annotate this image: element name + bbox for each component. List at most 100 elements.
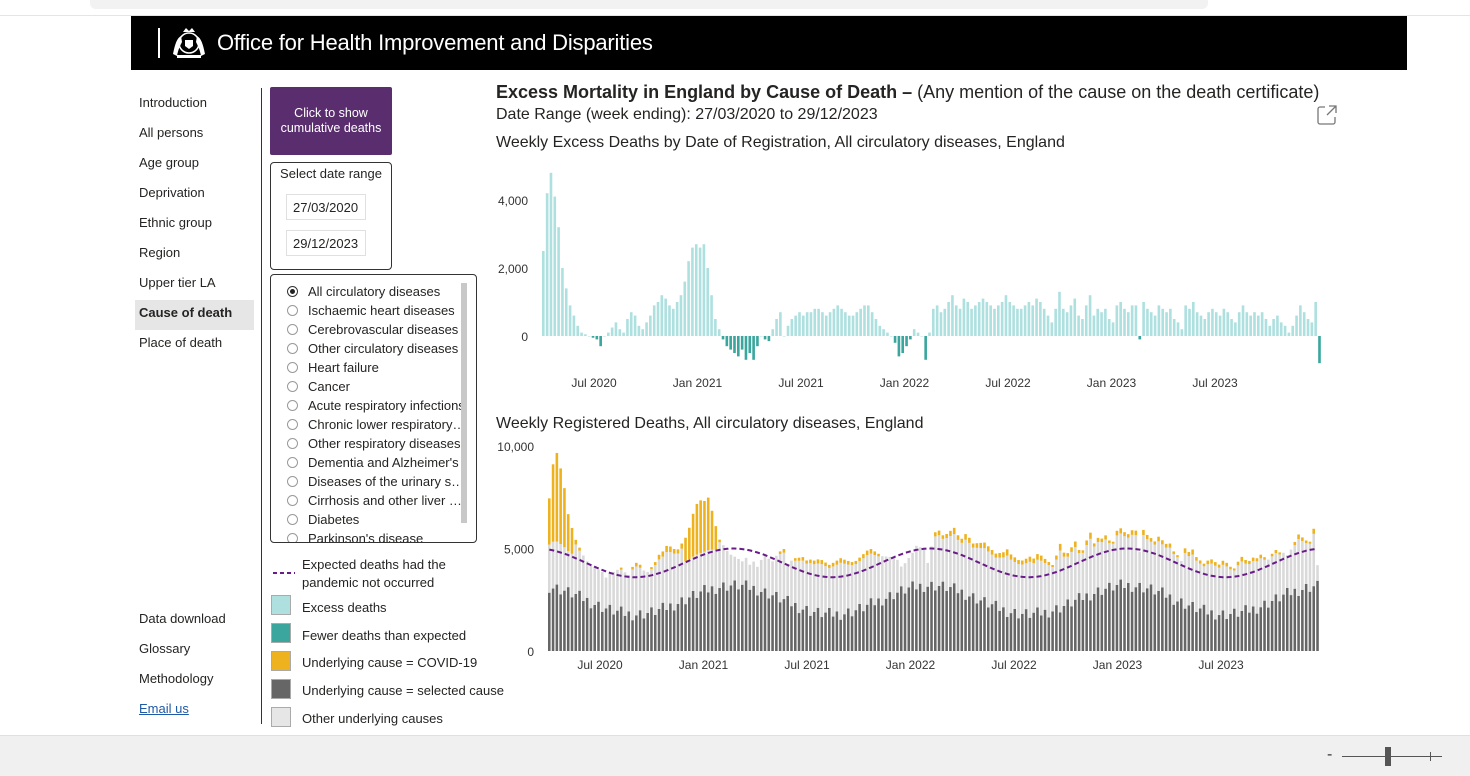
other-causes-bar <box>956 539 960 594</box>
selected-cause-bar <box>960 589 964 651</box>
selected-cause-bar <box>1214 619 1217 651</box>
selected-cause-bar <box>1017 618 1020 651</box>
date-end-input[interactable]: 29/12/2023 <box>286 230 366 256</box>
covid-bar <box>1161 540 1164 545</box>
selected-cause-bar <box>642 618 646 651</box>
excess-bar <box>893 336 897 343</box>
other-causes-bar <box>1005 555 1009 617</box>
cause-option[interactable]: Diseases of the urinary system <box>287 472 467 491</box>
nav-item-region[interactable]: Region <box>139 245 181 260</box>
covid-bar <box>578 547 581 551</box>
excess-bar <box>794 315 797 336</box>
cumulative-deaths-button[interactable]: Click to show cumulative deaths <box>270 87 392 155</box>
covid-bar <box>1297 534 1300 540</box>
other-causes-bar <box>1153 544 1157 595</box>
covid-bar <box>820 560 824 565</box>
covid-bar <box>1259 554 1263 559</box>
other-causes-bar <box>680 548 684 598</box>
x-tick-label: Jan 2021 <box>679 658 729 672</box>
cause-option[interactable]: Heart failure <box>287 358 467 377</box>
selected-cause-bar <box>899 586 903 651</box>
nav-item-deprivation[interactable]: Deprivation <box>139 185 205 200</box>
other-causes-bar <box>816 563 820 608</box>
other-causes-bar <box>771 561 774 596</box>
excess-bar <box>691 247 694 336</box>
nav-item-glossary[interactable]: Glossary <box>139 641 191 656</box>
covid-bar <box>669 546 672 553</box>
y-tick-label: 5,000 <box>504 543 534 557</box>
nav-item-place-of-death[interactable]: Place of death <box>139 335 223 350</box>
cause-option[interactable]: Diabetes <box>287 510 467 529</box>
y-tick-label: 0 <box>521 330 528 344</box>
cause-option[interactable]: Dementia and Alzheimer's <box>287 453 467 472</box>
selected-cause-bar <box>850 616 854 651</box>
selected-cause-bar <box>1032 612 1035 651</box>
other-causes-bar <box>612 571 615 615</box>
excess-bar <box>652 305 656 336</box>
zoom-slider-thumb[interactable] <box>1385 747 1391 766</box>
popout-icon[interactable] <box>1316 104 1338 126</box>
other-causes-bar <box>922 548 926 592</box>
zoom-slider-track[interactable] <box>1342 756 1442 757</box>
other-causes-bar <box>729 554 733 586</box>
other-causes-bar <box>828 567 831 608</box>
date-start-input[interactable]: 27/03/2020 <box>286 194 366 220</box>
cause-option[interactable]: Cancer <box>287 377 467 396</box>
cause-option[interactable]: Other respiratory diseases <box>287 434 467 453</box>
cause-option[interactable]: Other circulatory diseases <box>287 339 467 358</box>
excess-bar <box>771 329 775 336</box>
other-causes-bar <box>1115 535 1119 585</box>
cause-option[interactable]: Parkinson's disease <box>287 529 467 542</box>
nav-item-age-group[interactable]: Age group <box>139 155 199 170</box>
nav-item-introduction[interactable]: Introduction <box>139 95 207 110</box>
covid-bar <box>1244 560 1247 564</box>
email-us-link[interactable]: Email us <box>139 701 189 716</box>
other-causes-bar <box>665 552 668 610</box>
other-causes-bar <box>820 564 824 618</box>
covid-bar <box>1017 560 1020 565</box>
other-causes-bar <box>1036 559 1039 608</box>
covid-bar <box>1248 560 1251 565</box>
nav-item-ethnic-group[interactable]: Ethnic group <box>139 215 212 230</box>
excess-bar <box>1039 302 1042 336</box>
cause-option[interactable]: Chronic lower respiratory diseases <box>287 415 467 434</box>
selected-cause-bar <box>1130 591 1134 651</box>
selected-cause-bar <box>1244 605 1247 651</box>
covid-bar <box>1214 562 1217 566</box>
zoom-out-icon[interactable]: - <box>1327 746 1333 763</box>
nav-item-methodology[interactable]: Methodology <box>139 671 214 686</box>
excess-bar <box>935 305 939 336</box>
cause-option[interactable]: Acute respiratory infections <box>287 396 467 415</box>
excess-bar <box>924 336 927 360</box>
selected-cause-bar <box>1055 605 1058 651</box>
excess-bar <box>1062 308 1065 336</box>
excess-bar <box>759 336 763 337</box>
excess-bar <box>802 315 805 336</box>
cause-option[interactable]: Cirrhosis and other liver diseases <box>287 491 467 510</box>
nav-item-cause-of-death[interactable]: Cause of death <box>135 300 254 330</box>
other-causes-bar <box>718 542 721 589</box>
excess-bar <box>775 319 778 336</box>
covid-bar <box>1092 543 1096 547</box>
selected-cause-bar <box>964 599 967 651</box>
cause-option[interactable]: Ischaemic heart diseases <box>287 301 467 320</box>
selected-cause-bar <box>1312 586 1316 651</box>
nav-item-upper-tier-la[interactable]: Upper tier LA <box>139 275 216 290</box>
covid-bar <box>1058 543 1062 551</box>
nav-item-data-download[interactable]: Data download <box>139 611 226 626</box>
cause-list-scrollbar[interactable] <box>461 283 467 523</box>
selected-cause-bar <box>729 585 733 651</box>
covid-bar <box>1176 555 1179 558</box>
excess-bar <box>599 336 602 347</box>
excess-bar <box>1184 305 1187 336</box>
nav-item-all-persons[interactable]: All persons <box>139 125 204 140</box>
excess-bar <box>1077 315 1080 336</box>
selected-cause-bar <box>582 601 585 651</box>
excess-bar <box>1176 322 1180 336</box>
cause-option[interactable]: All circulatory diseases <box>287 282 467 301</box>
excess-bar <box>851 315 855 336</box>
selected-cause-bar <box>1002 607 1005 651</box>
selected-cause-bar <box>570 597 574 651</box>
other-causes-bar <box>1210 563 1213 611</box>
cause-option[interactable]: Cerebrovascular diseases <box>287 320 467 339</box>
